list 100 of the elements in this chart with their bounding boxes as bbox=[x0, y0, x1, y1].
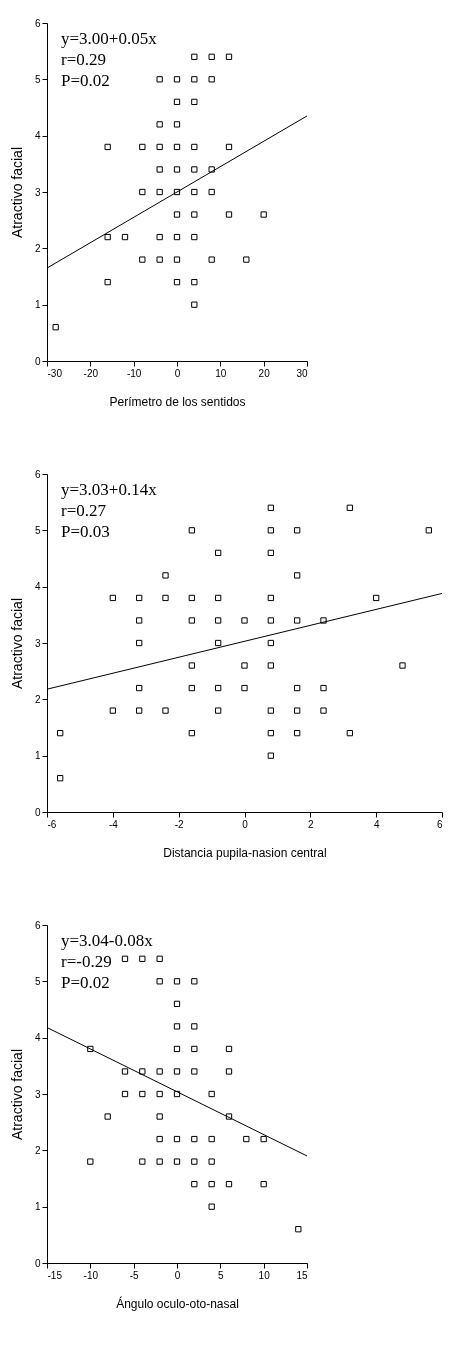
y-tick-label: 2 bbox=[34, 693, 41, 705]
x-tick-label: 0 bbox=[174, 1269, 181, 1281]
point bbox=[215, 594, 222, 602]
y-tick-label: 2 bbox=[34, 242, 41, 254]
y-axis-title: Atractivo facial bbox=[8, 1048, 25, 1141]
point bbox=[241, 662, 248, 669]
point bbox=[57, 775, 64, 782]
point bbox=[173, 1158, 181, 1165]
point bbox=[162, 707, 169, 714]
point bbox=[188, 527, 195, 534]
x-tick-label: 5 bbox=[218, 1269, 225, 1281]
x-tick-label: -10 bbox=[83, 1269, 99, 1281]
point bbox=[320, 707, 327, 714]
point bbox=[208, 1203, 215, 1210]
point bbox=[136, 617, 143, 624]
point bbox=[139, 1090, 146, 1098]
x-tick-label: 30 bbox=[296, 367, 308, 379]
x-tick-label: 10 bbox=[258, 1269, 271, 1281]
y-tick-label: 2 bbox=[34, 1144, 41, 1156]
point bbox=[399, 662, 406, 669]
y-tick-label: 1 bbox=[34, 1201, 41, 1213]
point bbox=[156, 1135, 163, 1143]
point bbox=[320, 684, 327, 692]
point bbox=[241, 617, 248, 624]
x-tick-label: 2 bbox=[308, 818, 315, 830]
point bbox=[267, 707, 274, 714]
y-tick-label: 5 bbox=[34, 975, 41, 987]
point bbox=[208, 1158, 215, 1165]
point bbox=[267, 639, 274, 647]
y-tick-label: 6 bbox=[34, 468, 41, 480]
point bbox=[215, 617, 222, 624]
point bbox=[208, 1090, 215, 1098]
point bbox=[215, 684, 222, 692]
y-tick-label: 0 bbox=[34, 806, 41, 818]
x-tick-label: -2 bbox=[174, 818, 185, 830]
point bbox=[173, 1000, 181, 1008]
point bbox=[188, 729, 195, 737]
x-tick-label: 20 bbox=[258, 367, 271, 379]
point bbox=[173, 1068, 181, 1075]
point bbox=[346, 729, 353, 737]
point bbox=[346, 504, 353, 511]
x-tick-label: -30 bbox=[47, 367, 63, 379]
point bbox=[191, 1180, 198, 1188]
y-axis-title: Atractivo facial bbox=[8, 597, 25, 690]
point bbox=[136, 639, 143, 647]
point bbox=[156, 1158, 163, 1165]
point bbox=[104, 1113, 111, 1120]
point bbox=[243, 1135, 250, 1143]
point bbox=[188, 594, 195, 602]
annotation: P=0.02 bbox=[61, 973, 110, 992]
x-tick-label: -15 bbox=[47, 1269, 63, 1281]
point bbox=[294, 684, 301, 692]
y-axis-title: Atractivo facial bbox=[8, 146, 25, 239]
y-tick-label: 6 bbox=[34, 919, 41, 931]
point bbox=[225, 1180, 233, 1188]
point bbox=[191, 1023, 198, 1030]
x-tick-label: 10 bbox=[215, 367, 227, 379]
y-tick-label: 6 bbox=[34, 17, 41, 29]
point bbox=[136, 594, 143, 602]
point bbox=[173, 1090, 181, 1098]
point bbox=[139, 955, 146, 962]
y-tick-label: 3 bbox=[34, 1088, 41, 1100]
y-tick-label: 0 bbox=[34, 355, 41, 367]
point bbox=[294, 729, 301, 737]
y-tick-label: 1 bbox=[34, 299, 41, 311]
point bbox=[267, 527, 274, 534]
point bbox=[295, 1226, 302, 1233]
x-axis-title: Ángulo oculo-oto-nasal bbox=[116, 1295, 239, 1311]
point bbox=[294, 707, 301, 714]
point bbox=[191, 1158, 198, 1165]
x-tick-label: 15 bbox=[296, 1269, 308, 1281]
point bbox=[215, 639, 222, 647]
point bbox=[267, 617, 274, 624]
y-tick-label: 4 bbox=[34, 1032, 41, 1044]
annotation: P=0.03 bbox=[61, 522, 110, 541]
point bbox=[267, 504, 274, 511]
x-tick-label: 4 bbox=[373, 818, 380, 830]
point bbox=[156, 1090, 163, 1098]
point bbox=[260, 1180, 267, 1188]
point bbox=[139, 1158, 146, 1165]
point bbox=[294, 617, 301, 624]
point bbox=[57, 729, 64, 737]
point bbox=[294, 572, 301, 579]
x-tick-label: -10 bbox=[126, 367, 142, 379]
point bbox=[373, 594, 380, 602]
annotation: r=-0.29 bbox=[61, 952, 112, 971]
x-tick-label: 0 bbox=[174, 367, 181, 379]
point bbox=[156, 1113, 163, 1120]
point bbox=[208, 1180, 215, 1188]
point bbox=[188, 684, 195, 692]
point bbox=[173, 1023, 181, 1030]
annotation: P=0.02 bbox=[61, 71, 110, 90]
point bbox=[121, 1090, 129, 1098]
point bbox=[191, 1135, 198, 1143]
point bbox=[225, 1068, 233, 1075]
y-tick-label: 4 bbox=[34, 130, 41, 142]
point bbox=[267, 549, 274, 557]
y-tick-label: 4 bbox=[34, 581, 41, 593]
point bbox=[225, 1045, 233, 1053]
y-tick-label: 0 bbox=[34, 1257, 41, 1269]
